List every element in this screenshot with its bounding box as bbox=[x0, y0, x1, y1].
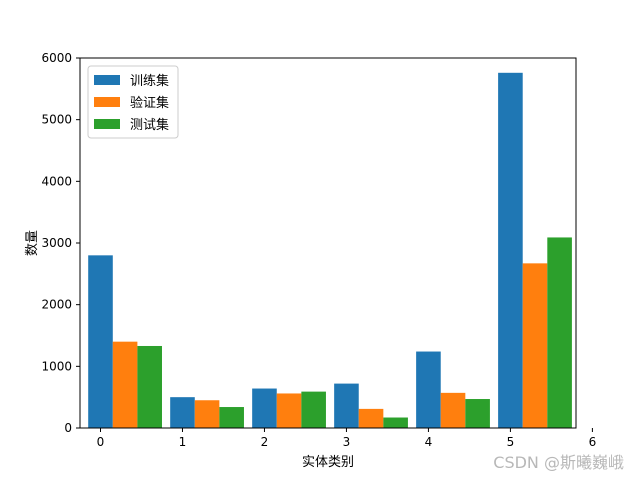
bar-series1-cat1 bbox=[170, 397, 195, 428]
y-tick-label: 3000 bbox=[41, 236, 72, 250]
bar-series2-cat0 bbox=[112, 341, 138, 428]
legend-label: 验证集 bbox=[130, 95, 169, 111]
y-tick-label: 5000 bbox=[41, 113, 72, 127]
bar-series3-cat0 bbox=[137, 345, 162, 428]
watermark-text: CSDN @斯曦巍峨 bbox=[493, 453, 624, 472]
bar-series1-cat0 bbox=[88, 255, 113, 428]
legend-label: 训练集 bbox=[130, 73, 169, 89]
bar-series1-cat2 bbox=[252, 388, 277, 428]
y-axis-label: 数量 bbox=[25, 230, 40, 256]
bar-series1-cat3 bbox=[334, 383, 359, 428]
bar-series1-cat5 bbox=[498, 72, 523, 429]
bar-series3-cat2 bbox=[301, 391, 326, 428]
bar-series2-cat2 bbox=[276, 393, 302, 428]
y-tick-label: 0 bbox=[64, 421, 72, 435]
y-axis-ticks: 0 1000 2000 3000 4000 5000 6000 bbox=[41, 51, 80, 435]
x-tick-label: 4 bbox=[425, 435, 433, 449]
bar-series3-cat1 bbox=[219, 407, 244, 428]
bar-series2-cat4 bbox=[440, 392, 466, 428]
x-tick-label: 3 bbox=[343, 435, 351, 449]
plot-frame bbox=[79, 57, 577, 429]
x-tick-label: 6 bbox=[589, 435, 597, 449]
bar-series1-cat4 bbox=[416, 351, 441, 428]
y-tick-label: 1000 bbox=[41, 359, 72, 373]
legend-label: 测试集 bbox=[130, 117, 169, 133]
bars-group bbox=[88, 72, 572, 429]
x-tick-label: 2 bbox=[261, 435, 269, 449]
bar-series3-cat3 bbox=[383, 417, 408, 428]
y-tick-label: 6000 bbox=[41, 51, 72, 65]
x-tick-label: 5 bbox=[507, 435, 515, 449]
bar-series2-cat5 bbox=[522, 263, 548, 428]
y-tick-label: 2000 bbox=[41, 298, 72, 312]
legend-swatch bbox=[94, 119, 120, 129]
bar-series3-cat5 bbox=[547, 237, 572, 428]
legend-swatch bbox=[94, 97, 120, 107]
x-tick-label: 0 bbox=[97, 435, 105, 449]
legend-swatch bbox=[94, 75, 120, 85]
bar-series2-cat1 bbox=[194, 400, 220, 428]
x-tick-label: 1 bbox=[179, 435, 187, 449]
bar-series2-cat3 bbox=[358, 408, 384, 428]
y-tick-label: 4000 bbox=[41, 174, 72, 188]
bar-series3-cat4 bbox=[465, 399, 490, 428]
x-axis-ticks: 0 1 2 3 4 5 6 bbox=[97, 428, 597, 449]
x-axis-label: 实体类别 bbox=[302, 455, 354, 470]
